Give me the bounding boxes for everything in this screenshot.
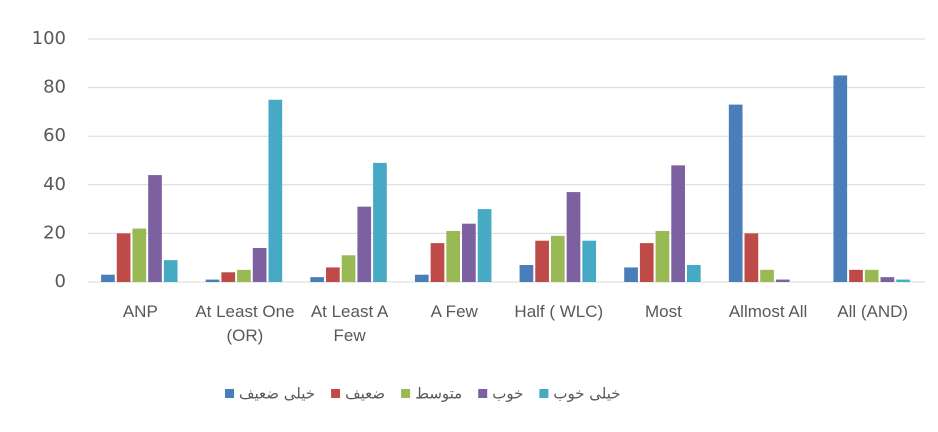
bar — [520, 265, 534, 282]
bar — [896, 280, 910, 282]
y-tick-label: 20 — [43, 222, 66, 243]
bar — [206, 280, 220, 282]
bar — [687, 265, 701, 282]
x-tick-label: A Few — [402, 300, 506, 324]
bar — [760, 270, 774, 282]
x-tick-label: Half ( WLC) — [507, 300, 611, 324]
legend-label: ضعیف — [345, 385, 385, 403]
bar — [640, 243, 654, 282]
legend-marker — [478, 389, 487, 398]
x-tick-label: At Least One (OR) — [193, 300, 297, 348]
bar — [833, 75, 847, 282]
bar — [729, 105, 743, 282]
bar — [745, 233, 759, 282]
bar — [478, 209, 492, 282]
bar — [310, 277, 324, 282]
bar — [253, 248, 267, 282]
y-tick-label: 40 — [43, 174, 66, 195]
bar — [237, 270, 251, 282]
bar — [342, 255, 356, 282]
legend-label: خیلی ضعیف — [239, 385, 315, 403]
bar — [164, 260, 178, 282]
bar — [148, 175, 162, 282]
bar — [849, 270, 863, 282]
bar — [881, 277, 895, 282]
bar — [373, 163, 387, 282]
bar — [671, 165, 685, 282]
bar — [431, 243, 445, 282]
legend-label: متوسط — [415, 385, 462, 403]
chart-svg: 0 20 40 60 80 100 خیلی ضعیف ضعیف متوسط خوب خیلی خو… — [0, 0, 938, 432]
legend-label: خیلی خوب — [553, 385, 620, 403]
bar — [865, 270, 879, 282]
bar — [357, 207, 371, 282]
bar — [415, 275, 429, 282]
legend-marker — [539, 389, 548, 398]
legend-marker — [225, 389, 234, 398]
y-tick-label: 80 — [43, 77, 66, 98]
x-tick-label: All (AND) — [821, 300, 925, 324]
bar — [582, 241, 596, 282]
chart: 0 20 40 60 80 100 خیلی ضعیف ضعیف متوسط خوب خیلی خو… — [0, 0, 938, 432]
y-tick-label: 0 — [55, 271, 66, 292]
x-tick-label: ANP — [88, 300, 192, 324]
bar — [624, 267, 638, 282]
x-tick-label: At Least A Few — [298, 300, 402, 348]
y-tick-label: 60 — [43, 125, 66, 146]
bar — [326, 267, 340, 282]
y-tick-label: 100 — [32, 28, 66, 49]
bar — [268, 100, 282, 282]
bar — [446, 231, 460, 282]
bar — [535, 241, 549, 282]
x-tick-label: Allmost All — [716, 300, 820, 324]
bar — [551, 236, 565, 282]
legend-label: خوب — [492, 385, 523, 403]
bar — [132, 229, 146, 282]
x-tick-label: Most — [611, 300, 715, 324]
bar — [117, 233, 131, 282]
bar — [101, 275, 115, 282]
legend-marker — [401, 389, 410, 398]
bar — [776, 280, 790, 282]
legend-marker — [331, 389, 340, 398]
bar — [567, 192, 581, 282]
bar — [656, 231, 670, 282]
bar — [221, 272, 235, 282]
bar — [462, 224, 476, 282]
